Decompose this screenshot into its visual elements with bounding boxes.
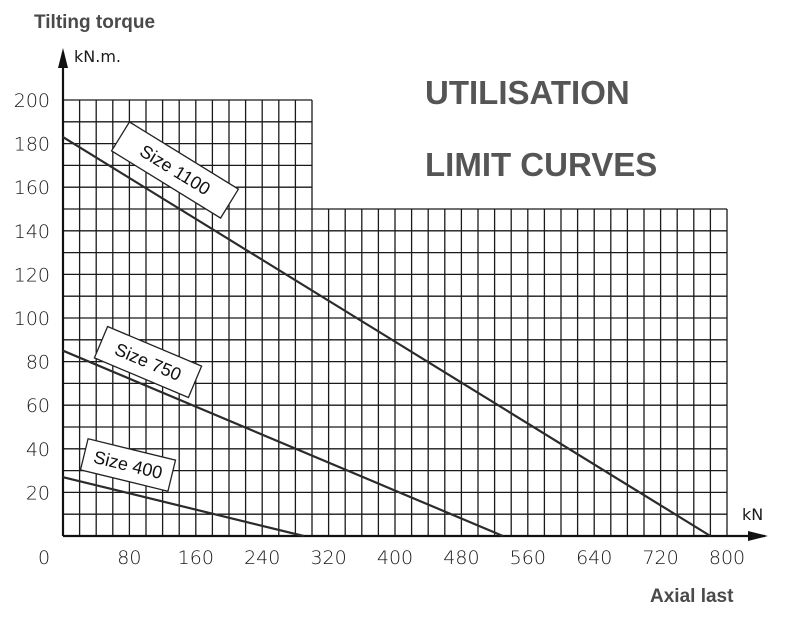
y-tick-label: 160 bbox=[14, 177, 50, 199]
chart-title-line-2: LIMIT CURVES bbox=[425, 146, 657, 183]
tick-labels: 0 80 160 240 320 400 480 560 640 720 800 20 40 60 80 10… bbox=[14, 90, 745, 569]
x-tick-label: 640 bbox=[576, 547, 612, 569]
x-axis-arrow bbox=[748, 531, 768, 541]
series-line-2 bbox=[62, 349, 504, 538]
y-tick-label: 60 bbox=[26, 395, 50, 417]
chart-axes bbox=[58, 48, 768, 541]
x-tick-label: 320 bbox=[310, 547, 346, 569]
series-label-box bbox=[79, 437, 177, 493]
x-tick-label: 0 bbox=[38, 547, 50, 569]
y-tick-label: 180 bbox=[14, 134, 50, 156]
y-tick-label: 100 bbox=[14, 308, 50, 330]
y-axis-unit: kN.m. bbox=[74, 47, 121, 66]
x-tick-label: 560 bbox=[510, 547, 546, 569]
series-label-box bbox=[110, 121, 240, 219]
y-tick-label: 80 bbox=[26, 352, 50, 374]
x-tick-label: 480 bbox=[443, 547, 479, 569]
series-line-3 bbox=[62, 476, 304, 538]
y-tick-label: 200 bbox=[14, 90, 50, 112]
x-tick-label: 720 bbox=[642, 547, 678, 569]
series-label-3: Size 400 bbox=[79, 437, 177, 493]
chart-title-line-1: UTILISATION bbox=[425, 74, 630, 111]
series-label-box bbox=[93, 325, 203, 399]
y-axis-arrow bbox=[58, 48, 68, 68]
series-line-1 bbox=[62, 136, 711, 537]
y-axis-title: Tilting torque bbox=[34, 12, 155, 33]
x-tick-label: 800 bbox=[709, 547, 745, 569]
x-tick-label: 240 bbox=[244, 547, 280, 569]
x-axis-unit: kN bbox=[742, 505, 763, 524]
y-tick-label: 120 bbox=[14, 264, 50, 286]
y-tick-label: 40 bbox=[26, 439, 50, 461]
y-tick-label: 140 bbox=[14, 221, 50, 243]
x-tick-label: 160 bbox=[178, 547, 214, 569]
x-tick-label: 80 bbox=[117, 547, 141, 569]
x-axis-title: Axial last bbox=[650, 586, 734, 607]
x-tick-label: 400 bbox=[377, 547, 413, 569]
series-label-1: Size 1100 bbox=[110, 121, 240, 219]
y-tick-label: 20 bbox=[26, 482, 50, 504]
